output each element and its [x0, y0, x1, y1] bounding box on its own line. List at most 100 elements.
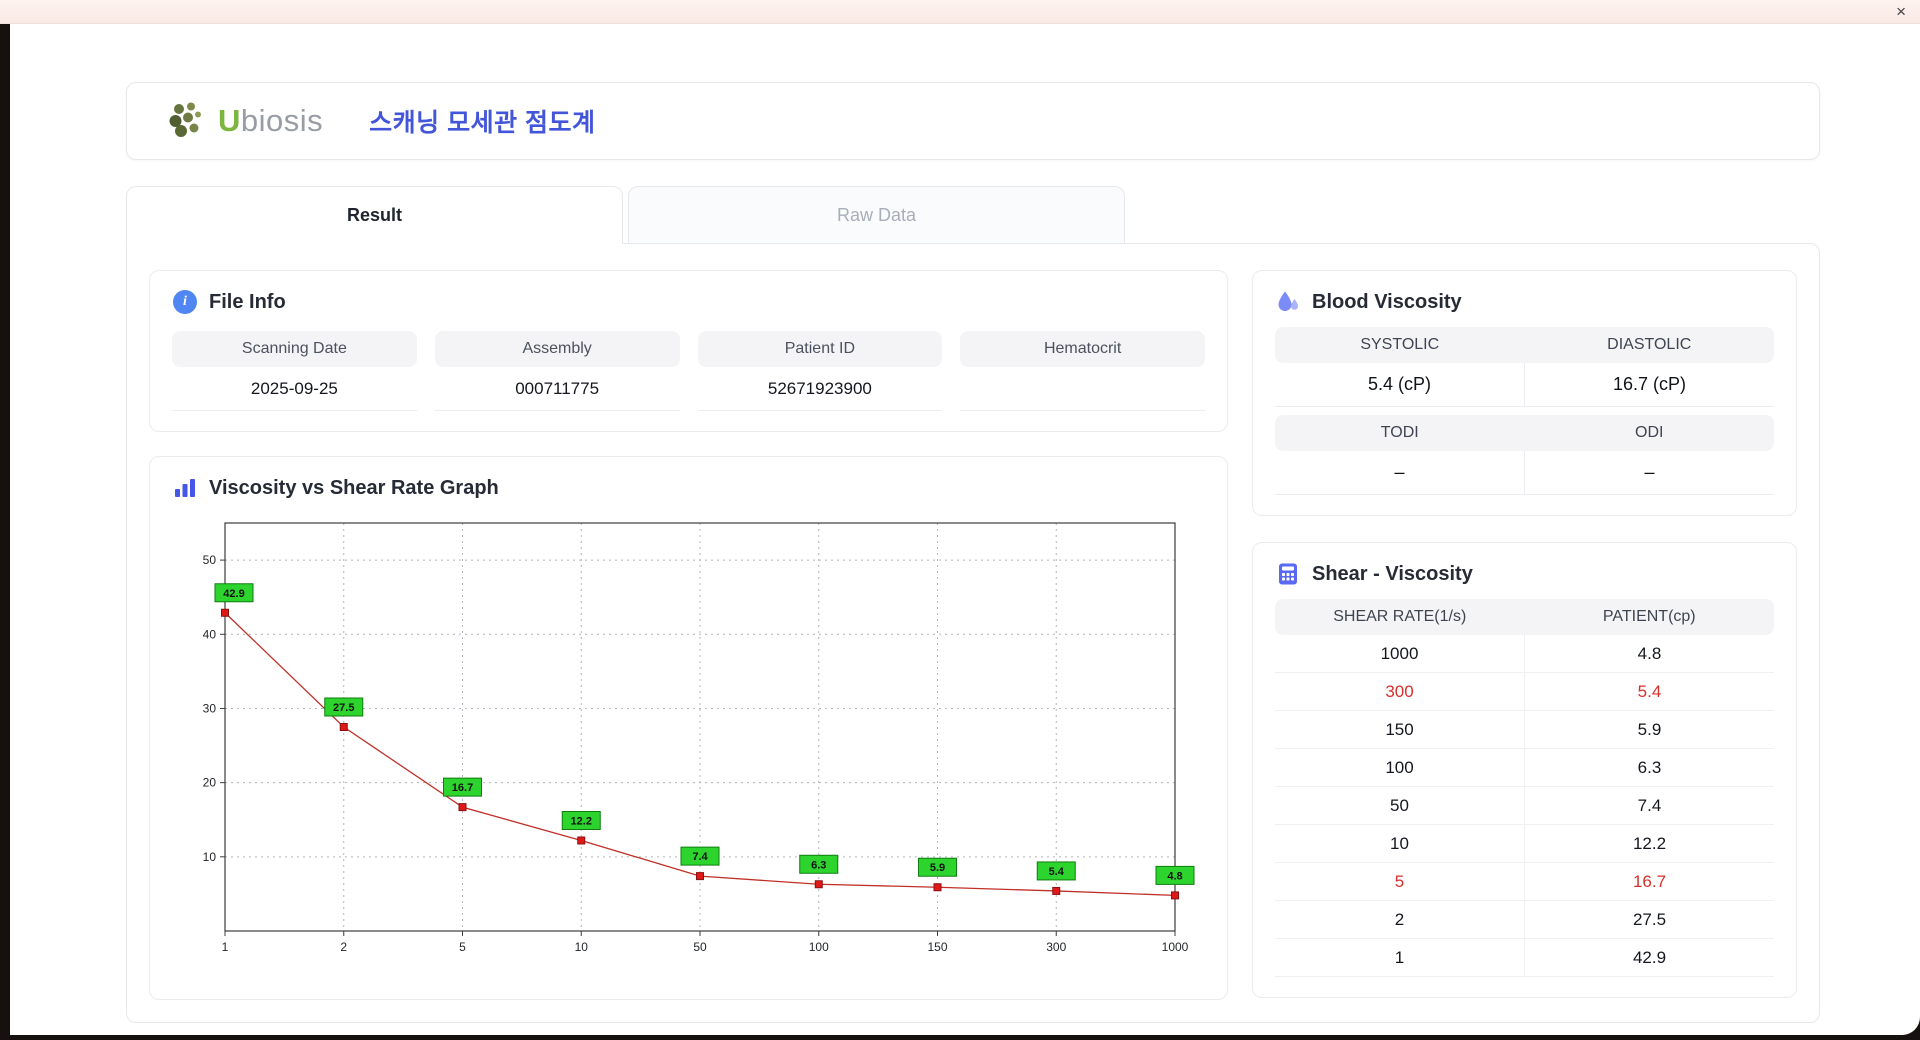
point-labels: 42.9 27.5 16.7 12.2 7.4 6.3 5.9 5.4 4.8: [214, 583, 1194, 885]
window-titlebar: ×: [0, 0, 1920, 24]
table-row: 1 42.9: [1275, 939, 1774, 977]
ubiosis-logo-icon: [169, 102, 201, 137]
file-info-card: i File Info Scanning Date 2025-09-25 Assem…: [149, 270, 1228, 432]
svg-text:5.9: 5.9: [929, 862, 944, 874]
bv-value-cell: –: [1525, 451, 1774, 495]
field-label: Hematocrit: [960, 331, 1205, 367]
file-info-fields: Scanning Date 2025-09-25 Assembly 000711775…: [172, 331, 1205, 411]
right-column: Blood Viscosity SYSTOLIC DIASTOLIC 5.4 (cP…: [1252, 270, 1797, 1000]
svg-text:7.4: 7.4: [692, 851, 708, 863]
file-info-title-row: i File Info: [172, 289, 1205, 315]
svg-text:1000: 1000: [1161, 940, 1188, 954]
svg-text:300: 300: [1046, 940, 1066, 954]
shear-viscosity-title-row: Shear - Viscosity: [1275, 561, 1774, 587]
patient-value-cell: 7.4: [1525, 787, 1774, 825]
patient-value-cell: 6.3: [1525, 749, 1774, 787]
divider: [1275, 407, 1774, 415]
file-info-field: Scanning Date 2025-09-25: [172, 331, 417, 411]
file-info-field: Hematocrit: [960, 331, 1205, 411]
app-header: Ubiosis 스캐닝 모세관 점도계: [126, 82, 1820, 160]
viscosity-shear-chart: 10 20 30 40 50 1 2 5 10 50 100 150 300 1000 42.9 27.5 16…: [202, 522, 1194, 954]
shear-rate-cell: 300: [1275, 673, 1525, 711]
svg-text:40: 40: [202, 627, 216, 641]
svg-text:150: 150: [927, 940, 947, 954]
patient-value-cell: 42.9: [1525, 939, 1774, 977]
shear-rate-cell: 10: [1275, 825, 1525, 863]
table-row: 50 7.4: [1275, 787, 1774, 825]
close-icon[interactable]: ×: [1896, 2, 1906, 21]
tab-raw-data[interactable]: Raw Data: [628, 186, 1125, 244]
bv-value-cell: 16.7 (cP): [1525, 363, 1774, 407]
bv-value-cell: –: [1275, 451, 1525, 495]
svg-text:50: 50: [202, 553, 216, 567]
graph-title: Viscosity vs Shear Rate Graph: [209, 476, 499, 499]
tab-result[interactable]: Result: [126, 186, 623, 244]
logo-rest-text: biosis: [240, 103, 324, 138]
svg-text:10: 10: [202, 850, 216, 864]
patient-value-cell: 16.7: [1525, 863, 1774, 901]
shear-rate-cell: 1: [1275, 939, 1525, 977]
ubiosis-logo: Ubiosis: [169, 101, 323, 141]
patient-value-cell: 5.4: [1525, 673, 1774, 711]
svg-text:10: 10: [574, 940, 588, 954]
svg-text:12.2: 12.2: [570, 815, 591, 827]
shear-rate-cell: 100: [1275, 749, 1525, 787]
bar-chart-icon: [172, 475, 198, 501]
shear-table-body: 1000 4.8 300 5.4 150 5.9 100 6.3 50 7.4 10 12.2 5 16.…: [1275, 635, 1774, 977]
blood-viscosity-card: Blood Viscosity SYSTOLIC DIASTOLIC 5.4 (cP…: [1252, 270, 1797, 516]
app-window: Ubiosis 스캐닝 모세관 점도계 Result Raw Data i Fi…: [10, 24, 1920, 1035]
chart-area: 10 20 30 40 50 1 2 5 10 50 100 150 300 1000 42.9 27.5 16…: [172, 513, 1205, 973]
svg-text:4.8: 4.8: [1167, 870, 1182, 882]
field-value: 52671923900: [697, 367, 943, 411]
bv-value-cell: 5.4 (cP): [1275, 363, 1525, 407]
table-row: 1000 4.8: [1275, 635, 1774, 673]
svg-text:27.5: 27.5: [333, 702, 354, 714]
svg-text:1: 1: [221, 940, 228, 954]
table-row: 5 16.7: [1275, 863, 1774, 901]
shear-rate-cell: 150: [1275, 711, 1525, 749]
patient-value-cell: 27.5: [1525, 901, 1774, 939]
svg-text:5.4: 5.4: [1048, 866, 1064, 878]
patient-value-cell: 12.2: [1525, 825, 1774, 863]
field-value: [960, 367, 1205, 411]
chart-axes: 10 20 30 40 50 1 2 5 10 50 100 150 300 1000: [202, 522, 1188, 954]
bv-header-cell: DIASTOLIC: [1607, 336, 1692, 353]
info-icon: i: [172, 289, 198, 315]
svg-text:50: 50: [693, 940, 707, 954]
field-label: Assembly: [434, 331, 680, 367]
bv-header-cell: TODI: [1380, 424, 1419, 441]
bv-value-row: – –: [1275, 451, 1774, 495]
file-info-field: Patient ID 52671923900: [697, 331, 943, 411]
shear-rate-cell: 50: [1275, 787, 1525, 825]
svg-text:5: 5: [459, 940, 466, 954]
shear-rate-cell: 2: [1275, 901, 1525, 939]
svg-text:42.9: 42.9: [223, 588, 244, 600]
table-row: 10 12.2: [1275, 825, 1774, 863]
main-content: i File Info Scanning Date 2025-09-25 Assem…: [126, 243, 1820, 1023]
svg-text:30: 30: [202, 701, 216, 715]
table-row: 2 27.5: [1275, 901, 1774, 939]
bv-header-cell: SYSTOLIC: [1360, 336, 1440, 353]
bv-header-cell: ODI: [1635, 424, 1664, 441]
patient-value-cell: 4.8: [1525, 635, 1774, 673]
table-row: 300 5.4: [1275, 673, 1774, 711]
shear-rate-cell: 1000: [1275, 635, 1525, 673]
field-label: Patient ID: [697, 331, 943, 367]
shear-column-header: SHEAR RATE(1/s): [1333, 608, 1467, 625]
left-column: i File Info Scanning Date 2025-09-25 Assem…: [149, 270, 1228, 1000]
shear-column-header: PATIENT(cp): [1602, 608, 1696, 625]
file-info-field: Assembly 000711775: [434, 331, 680, 411]
shear-viscosity-table: SHEAR RATE(1/s) PATIENT(cp) 1000 4.8 300 5.4…: [1275, 599, 1774, 977]
shear-rate-cell: 5: [1275, 863, 1525, 901]
blood-viscosity-title-row: Blood Viscosity: [1275, 289, 1774, 315]
bv-header-row: TODI ODI: [1275, 415, 1774, 451]
svg-text:100: 100: [808, 940, 828, 954]
bv-header-row: SYSTOLIC DIASTOLIC: [1275, 327, 1774, 363]
field-value: 000711775: [434, 367, 680, 411]
patient-value-cell: 5.9: [1525, 711, 1774, 749]
svg-text:2: 2: [340, 940, 347, 954]
calculator-icon: [1275, 561, 1301, 587]
blood-viscosity-table: SYSTOLIC DIASTOLIC 5.4 (cP) 16.7 (cP) TODI OD…: [1275, 327, 1774, 495]
logo-accent-letter: U: [218, 103, 241, 138]
bv-value-row: 5.4 (cP) 16.7 (cP): [1275, 363, 1774, 407]
